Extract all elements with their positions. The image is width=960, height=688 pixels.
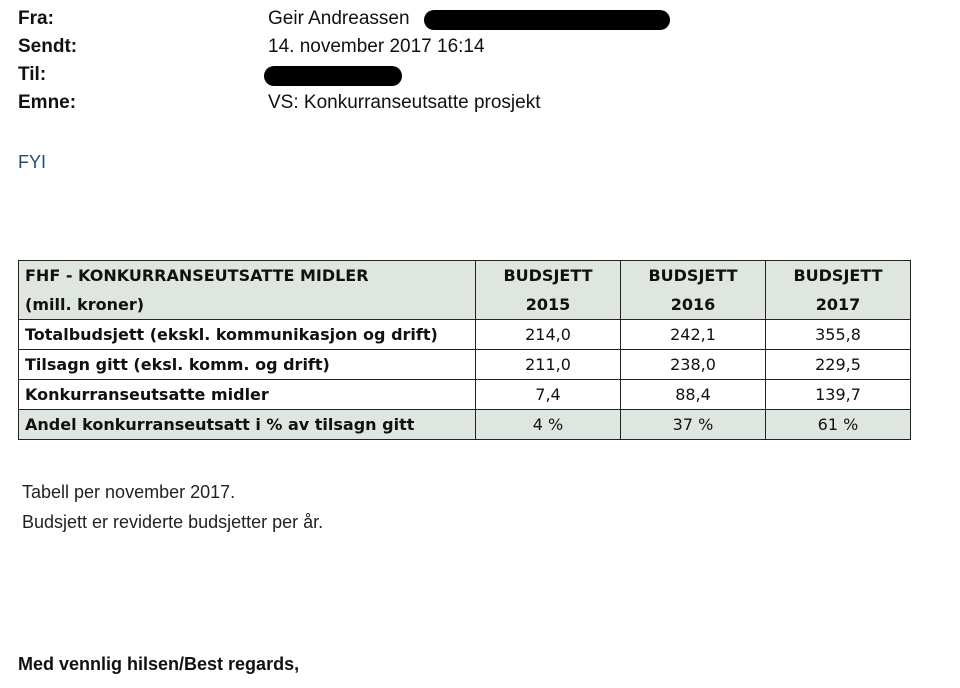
row-label: Konkurranseutsatte midler bbox=[18, 379, 476, 410]
fyi-text: FYI bbox=[18, 152, 47, 172]
table-row: Andel konkurranseutsatt i % av tilsagn g… bbox=[18, 409, 911, 440]
row-label: Andel konkurranseutsatt i % av tilsagn g… bbox=[18, 409, 476, 440]
table-note: Tabell per november 2017. bbox=[22, 482, 236, 502]
table-cell: 4 % bbox=[475, 409, 621, 440]
row-label: Totalbudsjett (ekskl. kommunikasjon og d… bbox=[18, 319, 476, 350]
row-label: Tilsagn gitt (eksl. komm. og drift) bbox=[18, 349, 476, 380]
redacted-email-address bbox=[424, 10, 670, 30]
table-cell: 238,0 bbox=[620, 349, 766, 380]
column-year: 2015 bbox=[475, 290, 621, 320]
table-note: Budsjett er reviderte budsjetter per år. bbox=[22, 512, 324, 532]
from-label: Fra: bbox=[18, 8, 54, 29]
table-cell: 355,8 bbox=[765, 319, 911, 350]
table-cell: 7,4 bbox=[475, 379, 621, 410]
signoff: Med vennlig hilsen/Best regards, bbox=[18, 654, 300, 674]
subject-label: Emne: bbox=[18, 92, 77, 113]
to-label: Til: bbox=[18, 64, 47, 85]
table-cell: 37 % bbox=[620, 409, 766, 440]
subject-value: VS: Konkurranseutsatte prosjekt bbox=[268, 92, 541, 113]
table-cell: 61 % bbox=[765, 409, 911, 440]
table-cell: 139,7 bbox=[765, 379, 911, 410]
column-header: BUDSJETT bbox=[765, 260, 911, 290]
column-header: BUDSJETT bbox=[620, 260, 766, 290]
budget-table: FHF - KONKURRANSEUTSATTE MIDLER BUDSJETT… bbox=[18, 260, 911, 440]
redacted-recipient bbox=[264, 66, 402, 86]
column-header: BUDSJETT bbox=[475, 260, 621, 290]
table-cell: 211,0 bbox=[475, 349, 621, 380]
table-cell: 242,1 bbox=[620, 319, 766, 350]
table-cell: 88,4 bbox=[620, 379, 766, 410]
column-year: 2017 bbox=[765, 290, 911, 320]
table-title: FHF - KONKURRANSEUTSATTE MIDLER bbox=[18, 260, 476, 290]
from-value: Geir Andreassen bbox=[268, 8, 410, 29]
table-unit: (mill. kroner) bbox=[18, 290, 476, 320]
table-row: Konkurranseutsatte midler 7,4 88,4 139,7 bbox=[18, 379, 911, 410]
column-year: 2016 bbox=[620, 290, 766, 320]
table-cell: 214,0 bbox=[475, 319, 621, 350]
sent-label: Sendt: bbox=[18, 36, 78, 57]
table-cell: 229,5 bbox=[765, 349, 911, 380]
sent-value: 14. november 2017 16:14 bbox=[268, 36, 485, 57]
table-row: Tilsagn gitt (eksl. komm. og drift) 211,… bbox=[18, 349, 911, 380]
table-row: Totalbudsjett (ekskl. kommunikasjon og d… bbox=[18, 319, 911, 350]
